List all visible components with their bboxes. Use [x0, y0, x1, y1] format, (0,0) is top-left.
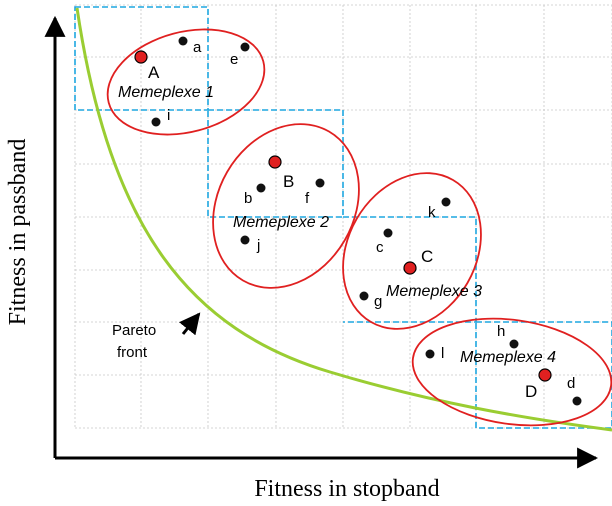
point-c [383, 228, 393, 238]
memeplex-ellipse-2 [212, 123, 360, 289]
point-label-k: k [428, 204, 436, 221]
point-label-i: i [167, 107, 170, 124]
pareto-annotation-line1: Pareto [112, 322, 156, 339]
point-g [359, 291, 369, 301]
point-a [178, 36, 188, 46]
point-d [572, 396, 582, 406]
point-label-f: f [305, 190, 310, 207]
memeplex-ellipse-3 [342, 172, 482, 330]
points: A a e i B b f j C c k g D h l d [134, 36, 582, 406]
partition-boxes [74, 6, 612, 429]
point-label-l: l [441, 345, 444, 362]
point-label-j: j [256, 237, 260, 254]
point-D [538, 368, 552, 382]
point-h [509, 339, 519, 349]
point-label-C: C [421, 247, 433, 266]
point-label-a: a [193, 39, 202, 56]
partition-box-4 [475, 321, 612, 429]
point-B [268, 155, 282, 169]
point-label-d: d [567, 375, 575, 392]
y-axis-title: Fitness in passband [5, 139, 31, 326]
partition-box-1 [74, 6, 209, 111]
memeplex-ellipse-1 [106, 28, 266, 136]
point-l [425, 349, 435, 359]
point-label-b: b [244, 190, 252, 207]
point-A [134, 50, 148, 64]
memeplex-ellipse-4 [411, 317, 612, 427]
point-i [151, 117, 161, 127]
partition-box-3 [343, 216, 477, 323]
memeplex-label-2: Memeplexe 2 [233, 214, 329, 231]
pareto-front-curve [75, 7, 612, 432]
x-axis-title: Fitness in stopband [254, 476, 439, 502]
memeplex-ellipses [106, 28, 612, 427]
point-label-B: B [283, 172, 294, 191]
point-label-g: g [374, 293, 382, 310]
point-label-e: e [230, 51, 238, 68]
point-C [403, 261, 417, 275]
point-label-D: D [525, 382, 537, 401]
point-k [441, 197, 451, 207]
point-e [240, 42, 250, 52]
point-label-A: A [148, 63, 160, 82]
partition-box-2 [207, 109, 344, 218]
point-f [315, 178, 325, 188]
pareto-annotation-line2: front [117, 344, 148, 361]
point-j [240, 235, 250, 245]
memeplex-label-1: Memeplexe 1 [118, 84, 214, 101]
memeplex-label-3: Memeplexe 3 [386, 283, 482, 300]
point-label-c: c [376, 239, 384, 256]
memeplex-label-4: Memeplexe 4 [460, 349, 556, 366]
point-label-h: h [497, 323, 505, 340]
pareto-annotation-arrow [178, 312, 201, 336]
point-b [256, 183, 266, 193]
